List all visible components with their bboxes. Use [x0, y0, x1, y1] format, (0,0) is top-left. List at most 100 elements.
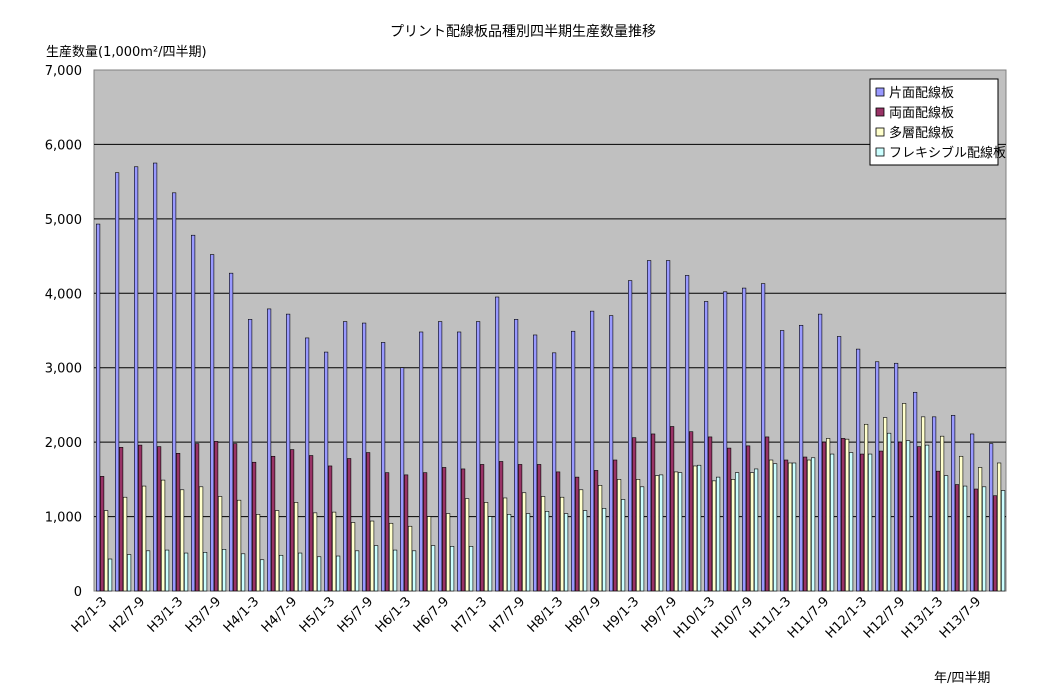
bar: [882, 417, 888, 592]
bar: [863, 423, 869, 592]
y-tick-label: 4,000: [45, 287, 82, 302]
bar: [418, 331, 424, 592]
bar: [195, 443, 200, 592]
plot-area: [93, 69, 1007, 592]
bar: [593, 470, 599, 592]
bar: [308, 455, 314, 592]
bar: [165, 549, 170, 592]
y-tick-label: 6,000: [45, 138, 82, 153]
legend-box: [869, 78, 999, 166]
bar: [772, 463, 778, 592]
bar: [274, 510, 280, 592]
y-tick-label: 0: [74, 585, 82, 600]
bar: [905, 440, 911, 592]
bar: [180, 489, 185, 592]
bar: [836, 336, 842, 592]
bar: [920, 416, 926, 592]
bar: [589, 310, 595, 592]
x-tick-labels: H2/1-3H2/7-9H3/1-3H3/7-9H4/1-3H4/7-9H5/1…: [69, 594, 984, 641]
bar: [241, 553, 246, 592]
bar: [233, 443, 238, 592]
legend-label: 両面配線板: [889, 105, 954, 121]
bar: [916, 446, 922, 592]
bar: [115, 172, 120, 592]
bar: [536, 464, 542, 592]
bar: [764, 436, 770, 592]
bar: [483, 502, 489, 592]
bar: [840, 438, 846, 592]
bar: [498, 461, 504, 592]
bar: [829, 453, 835, 592]
bar: [646, 260, 652, 592]
bar: [935, 470, 941, 592]
bar: [749, 472, 755, 592]
bar: [563, 513, 569, 592]
bar: [513, 319, 519, 592]
x-tick-label: H2/7-9: [107, 594, 148, 635]
bar: [886, 432, 892, 592]
bar: [361, 322, 367, 592]
y-tick-label: 3,000: [45, 362, 82, 377]
legend-label: 多層配線板: [889, 125, 954, 141]
bar: [874, 361, 880, 592]
bar: [157, 446, 162, 592]
bar: [722, 291, 728, 592]
bar: [901, 403, 907, 592]
bar: [988, 443, 994, 592]
bar: [726, 447, 732, 592]
bar: [468, 546, 474, 592]
bar: [146, 550, 151, 592]
bar: [270, 455, 276, 592]
bar: [665, 260, 671, 592]
bar: [893, 362, 899, 592]
legend-label: 片面配線板: [889, 85, 954, 101]
bar: [555, 471, 561, 592]
bar: [494, 296, 500, 592]
bar: [214, 441, 219, 592]
bar: [354, 550, 360, 592]
bar: [191, 234, 196, 592]
bar: [631, 437, 637, 592]
bar: [597, 485, 603, 592]
bar: [153, 162, 158, 592]
bar: [161, 479, 166, 592]
bar: [844, 438, 850, 592]
bar: [692, 465, 698, 592]
bar: [210, 254, 215, 592]
x-tick-label: H9/1-3: [601, 594, 642, 635]
x-tick-label: H5/7-9: [335, 594, 376, 635]
bar: [278, 554, 284, 592]
bar: [825, 438, 831, 592]
bar: [654, 475, 660, 592]
x-tick-label: H7/1-3: [449, 594, 490, 635]
bar: [304, 337, 310, 592]
bar: [100, 476, 105, 592]
bar: [487, 516, 493, 592]
x-tick-label: H3/7-9: [183, 594, 224, 635]
x-tick-label: H6/1-3: [373, 594, 414, 635]
bar: [289, 449, 295, 592]
bar: [734, 472, 740, 592]
x-tick-label: H4/7-9: [259, 594, 300, 635]
bar: [707, 436, 713, 592]
bar: [373, 545, 379, 592]
bar: [327, 465, 333, 592]
x-tick-label: H6/7-9: [411, 594, 452, 635]
legend-swatch: [875, 107, 885, 117]
bar: [176, 453, 181, 592]
bar: [426, 516, 432, 592]
bar: [445, 513, 451, 592]
bar: [127, 554, 132, 592]
bar: [248, 319, 253, 592]
bar: [252, 461, 257, 592]
bar: [134, 166, 139, 592]
bar: [969, 433, 975, 592]
bar: [138, 444, 143, 592]
x-tick-label: H2/1-3: [69, 594, 110, 635]
bar: [323, 351, 329, 592]
chart-title: プリント配線板品種別四半期生産数量推移: [390, 24, 656, 40]
bar: [711, 480, 717, 592]
bar: [939, 435, 945, 592]
